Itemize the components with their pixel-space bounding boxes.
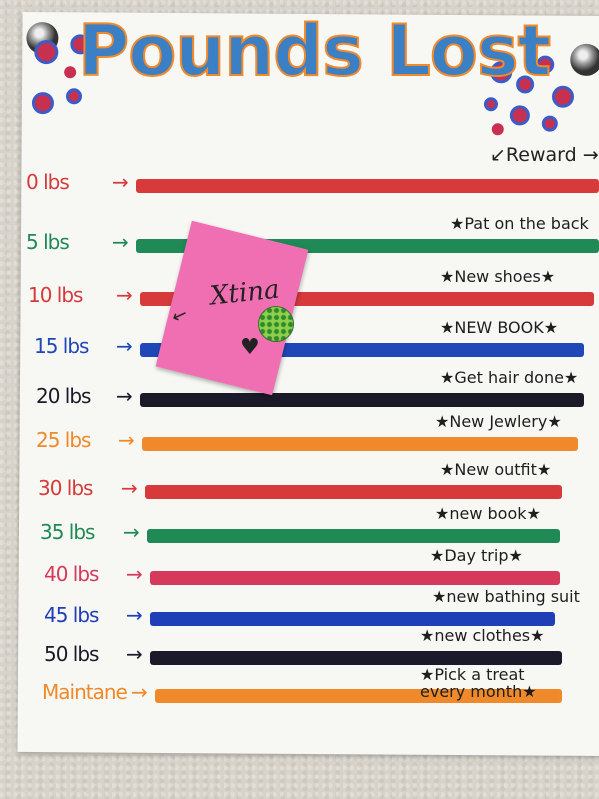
reward-text: ★Pat on the back — [450, 214, 589, 233]
pushpin-icon — [570, 43, 599, 76]
marker-line — [150, 571, 560, 585]
goal-row: 0 lbs → — [0, 170, 599, 200]
decorative-dot — [509, 105, 530, 126]
reward-text: ★Day trip★ — [430, 546, 523, 565]
reward-text: ★new clothes★ — [420, 626, 545, 645]
goal-label: Maintane — [42, 680, 128, 704]
reward-text: ★New shoes★ — [440, 267, 556, 286]
arrow-icon: → — [126, 642, 143, 666]
goal-row: 35 lbs → ★new book★ — [0, 504, 599, 550]
reward-header: ↙Reward → — [490, 144, 599, 166]
goal-row: Maintane → ★Pick a treat every month★ — [0, 666, 599, 710]
decorative-dot — [483, 97, 499, 112]
arrow-icon: → — [131, 680, 148, 704]
marker-line — [147, 529, 560, 543]
marker-line — [150, 612, 555, 626]
arrow-icon: → — [126, 603, 143, 627]
goal-label: 30 lbs — [38, 476, 93, 500]
arrow-icon: → — [116, 334, 133, 358]
goal-label: 45 lbs — [44, 603, 99, 627]
goal-label: 10 lbs — [28, 283, 83, 307]
marker-line — [145, 485, 562, 499]
goal-row: 40 lbs → ★Day trip★ — [0, 546, 599, 592]
goal-row: 45 lbs → ★new bathing suit — [0, 587, 599, 633]
decorative-dot — [491, 123, 504, 136]
goal-label: 5 lbs — [26, 230, 70, 254]
goal-row: 15 lbs → ★NEW BOOK★ — [0, 318, 599, 364]
decorative-dot — [551, 85, 575, 108]
goal-label: 35 lbs — [40, 520, 95, 544]
arrow-icon: → — [116, 283, 133, 307]
reward-text: ★Pick a treat every month★ — [420, 665, 537, 701]
reward-text: ★Get hair done★ — [440, 368, 579, 387]
reward-text: ★NEW BOOK★ — [440, 318, 559, 337]
poster-title: Pounds Lost — [77, 9, 552, 93]
marker-line — [136, 179, 599, 193]
reward-text: ★New outfit★ — [440, 460, 552, 479]
decorative-dot — [31, 92, 55, 115]
reward-text: ★New Jewlery★ — [435, 412, 562, 431]
goal-row: 50 lbs → ★new clothes★ — [0, 626, 599, 672]
arrow-icon: → — [121, 476, 138, 500]
marker-line — [142, 437, 578, 451]
marker-line — [140, 393, 584, 407]
goal-row: 30 lbs → ★New outfit★ — [0, 460, 599, 506]
arrow-icon: → — [118, 428, 135, 452]
goal-row: 10 lbs → ★New shoes★ — [0, 267, 599, 313]
goal-label: 0 lbs — [26, 170, 70, 194]
arrow-icon: → — [112, 230, 129, 254]
pushpin-icon — [258, 306, 294, 342]
arrow-icon: → — [126, 562, 143, 586]
goal-label: 15 lbs — [34, 334, 89, 358]
goal-label: 20 lbs — [36, 384, 91, 408]
arrow-icon: → — [123, 520, 140, 544]
heart-icon: ♥ — [240, 335, 260, 360]
marker-line — [155, 689, 562, 703]
decorative-dot — [34, 40, 59, 65]
decorative-dot — [64, 66, 77, 79]
decorative-dot — [541, 115, 558, 132]
goal-label: 25 lbs — [36, 428, 91, 452]
goal-label: 50 lbs — [44, 642, 99, 666]
reward-text: ★new bathing suit — [432, 587, 580, 606]
reward-text: ★new book★ — [435, 504, 541, 523]
goal-row: 25 lbs → ★New Jewlery★ — [0, 412, 599, 458]
goal-row: 20 lbs → ★Get hair done★ — [0, 368, 599, 414]
marker-line — [150, 651, 562, 665]
goal-label: 40 lbs — [44, 562, 99, 586]
arrow-icon: → — [116, 384, 133, 408]
arrow-icon: → — [112, 170, 129, 194]
